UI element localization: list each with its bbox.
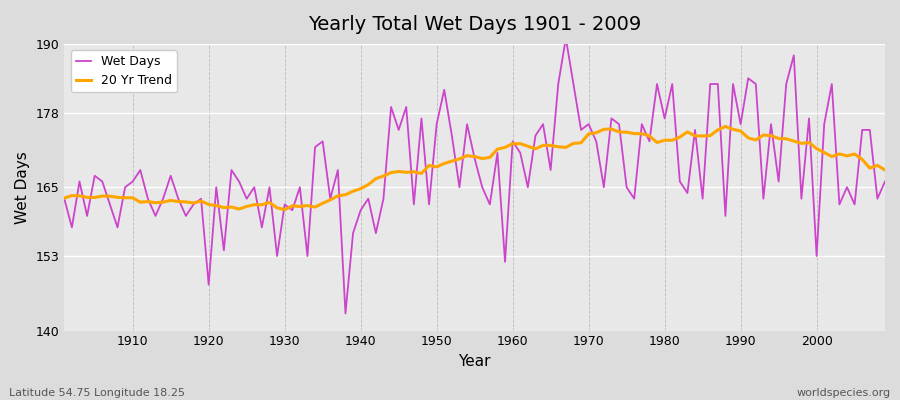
Title: Yearly Total Wet Days 1901 - 2009: Yearly Total Wet Days 1901 - 2009 bbox=[308, 15, 642, 34]
Wet Days bbox=[614, 122, 625, 126]
Wet Days bbox=[332, 168, 343, 172]
Wet Days bbox=[58, 196, 69, 201]
Wet Days bbox=[879, 179, 890, 184]
Wet Days bbox=[340, 311, 351, 316]
Wet Days bbox=[120, 185, 130, 190]
Wet Days bbox=[515, 150, 526, 155]
20 Yr Trend bbox=[720, 124, 731, 129]
Text: worldspecies.org: worldspecies.org bbox=[796, 388, 891, 398]
Legend: Wet Days, 20 Yr Trend: Wet Days, 20 Yr Trend bbox=[70, 50, 176, 92]
20 Yr Trend bbox=[606, 127, 616, 132]
20 Yr Trend bbox=[294, 204, 305, 209]
20 Yr Trend bbox=[508, 141, 518, 146]
20 Yr Trend bbox=[340, 192, 351, 197]
Text: Latitude 54.75 Longitude 18.25: Latitude 54.75 Longitude 18.25 bbox=[9, 388, 185, 398]
20 Yr Trend bbox=[120, 195, 130, 200]
Line: Wet Days: Wet Days bbox=[64, 38, 885, 313]
20 Yr Trend bbox=[515, 141, 526, 146]
20 Yr Trend bbox=[58, 196, 69, 200]
X-axis label: Year: Year bbox=[458, 354, 491, 369]
20 Yr Trend bbox=[879, 168, 890, 172]
Y-axis label: Wet Days: Wet Days bbox=[15, 151, 30, 224]
Wet Days bbox=[287, 208, 298, 212]
Wet Days bbox=[561, 36, 572, 40]
20 Yr Trend bbox=[279, 207, 290, 212]
Wet Days bbox=[508, 139, 518, 144]
Line: 20 Yr Trend: 20 Yr Trend bbox=[64, 126, 885, 210]
